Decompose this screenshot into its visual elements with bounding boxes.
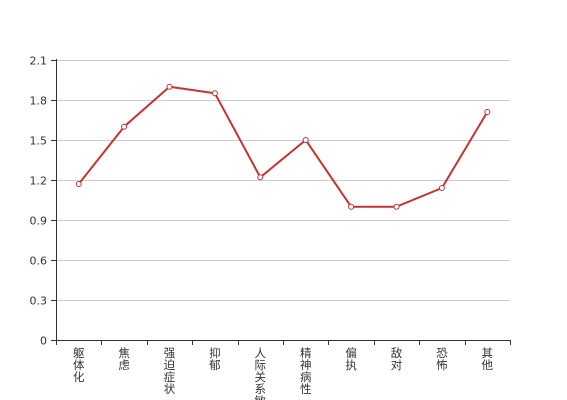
data-point-0-6[interactable] — [348, 203, 355, 210]
y-tick-label-6: 1.8 — [30, 95, 48, 108]
data-point-0-3[interactable] — [211, 90, 218, 97]
data-point-0-8[interactable] — [438, 185, 445, 191]
x-tick-label-4: 人际关系敏感 — [255, 346, 267, 400]
y-tick-label-1: 0.3 — [30, 295, 48, 308]
x-tick-label-9: 其他 — [482, 346, 494, 372]
x-tick-label-0: 躯体化 — [73, 346, 85, 384]
y-tick-label-7: 2.1 — [30, 55, 48, 68]
y-tick-label-3: 0.9 — [30, 215, 48, 228]
x-tick-label-8: 恐怖 — [436, 346, 448, 372]
data-point-0-7[interactable] — [393, 203, 400, 210]
data-point-0-9[interactable] — [484, 109, 491, 115]
data-point-0-0[interactable] — [75, 181, 82, 187]
data-point-0-1[interactable] — [121, 123, 128, 130]
x-tick-label-2: 强迫症状 — [164, 346, 176, 396]
x-tick-label-3: 抑郁 — [209, 346, 221, 372]
data-point-0-5[interactable] — [302, 137, 309, 143]
data-point-0-4[interactable] — [257, 174, 264, 181]
x-tick-label-1: 焦虑 — [118, 346, 130, 372]
data-point-0-2[interactable] — [166, 83, 173, 90]
x-tick-label-6: 偏执 — [345, 346, 357, 372]
axes — [51, 59, 511, 345]
y-axis-tick-labels: 0 0.3 0.6 0.9 1.2 1.5 1.8 2.1 — [30, 55, 48, 348]
y-tick-label-5: 1.5 — [30, 135, 48, 148]
grid-lines — [56, 60, 510, 301]
x-axis-tick-labels: 躯体化 焦虑 强迫症状 抑郁 人际关系敏感 精神病性 偏执 敌对 恐怖 其他 — [73, 346, 494, 400]
x-tick-label-5: 精神病性 — [300, 346, 312, 396]
y-tick-label-4: 1.2 — [30, 175, 48, 188]
series-line-0 — [77, 85, 489, 208]
series — [75, 83, 491, 210]
y-tick-label-2: 0.6 — [30, 255, 48, 268]
y-tick-label-0: 0 — [40, 335, 47, 348]
x-tick-label-7: 敌对 — [391, 346, 403, 372]
